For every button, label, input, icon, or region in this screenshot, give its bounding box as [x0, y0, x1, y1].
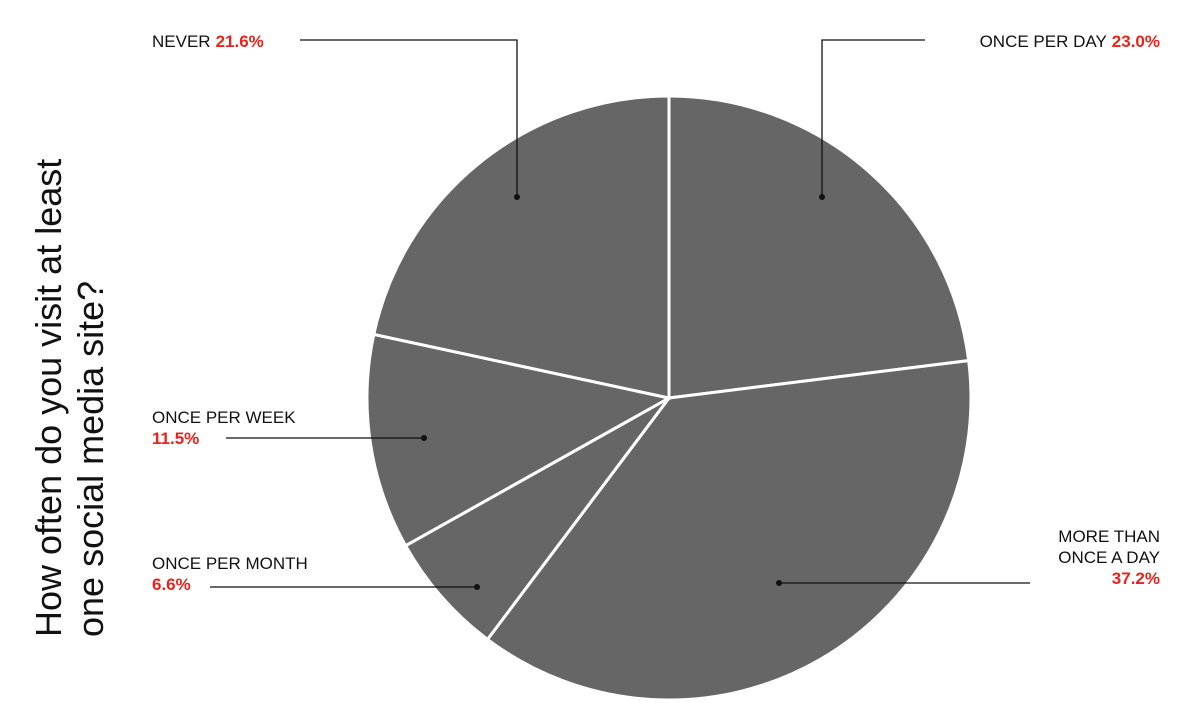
- leader-dot: [776, 580, 782, 586]
- value-label: 6.6%: [152, 575, 191, 594]
- leader-dot: [421, 435, 427, 441]
- category-label: ONCE PER MONTH: [152, 554, 308, 573]
- pie-slice: [485, 358, 973, 702]
- pie-slice: [365, 332, 674, 548]
- pie-slice: [371, 94, 671, 400]
- leader-dot: [514, 194, 520, 200]
- slice-label: MORE THAN ONCE A DAY 37.2%: [1020, 526, 1160, 589]
- category-label: NEVER: [152, 32, 211, 51]
- slice-label: ONCE PER DAY 23.0%: [980, 31, 1160, 52]
- category-label: ONCE PER DAY: [979, 32, 1107, 51]
- leader-line: [821, 39, 925, 197]
- leader-dot: [819, 194, 825, 200]
- pie-slice: [403, 396, 671, 642]
- pie-slice: [667, 94, 971, 400]
- leader-line: [300, 39, 518, 197]
- category-label: MORE THAN ONCE A DAY: [1058, 527, 1160, 567]
- category-label: ONCE PER WEEK: [152, 408, 296, 427]
- value-label: 11.5%: [152, 429, 200, 448]
- value-label: 23.0%: [1111, 32, 1160, 51]
- leader-dot: [474, 584, 480, 590]
- value-label: 21.6%: [215, 32, 264, 51]
- slice-label: ONCE PER WEEK 11.5%: [152, 407, 296, 449]
- slice-label: ONCE PER MONTH 6.6%: [152, 553, 308, 595]
- slice-label: NEVER 21.6%: [152, 31, 264, 52]
- value-label: 37.2%: [1111, 569, 1160, 588]
